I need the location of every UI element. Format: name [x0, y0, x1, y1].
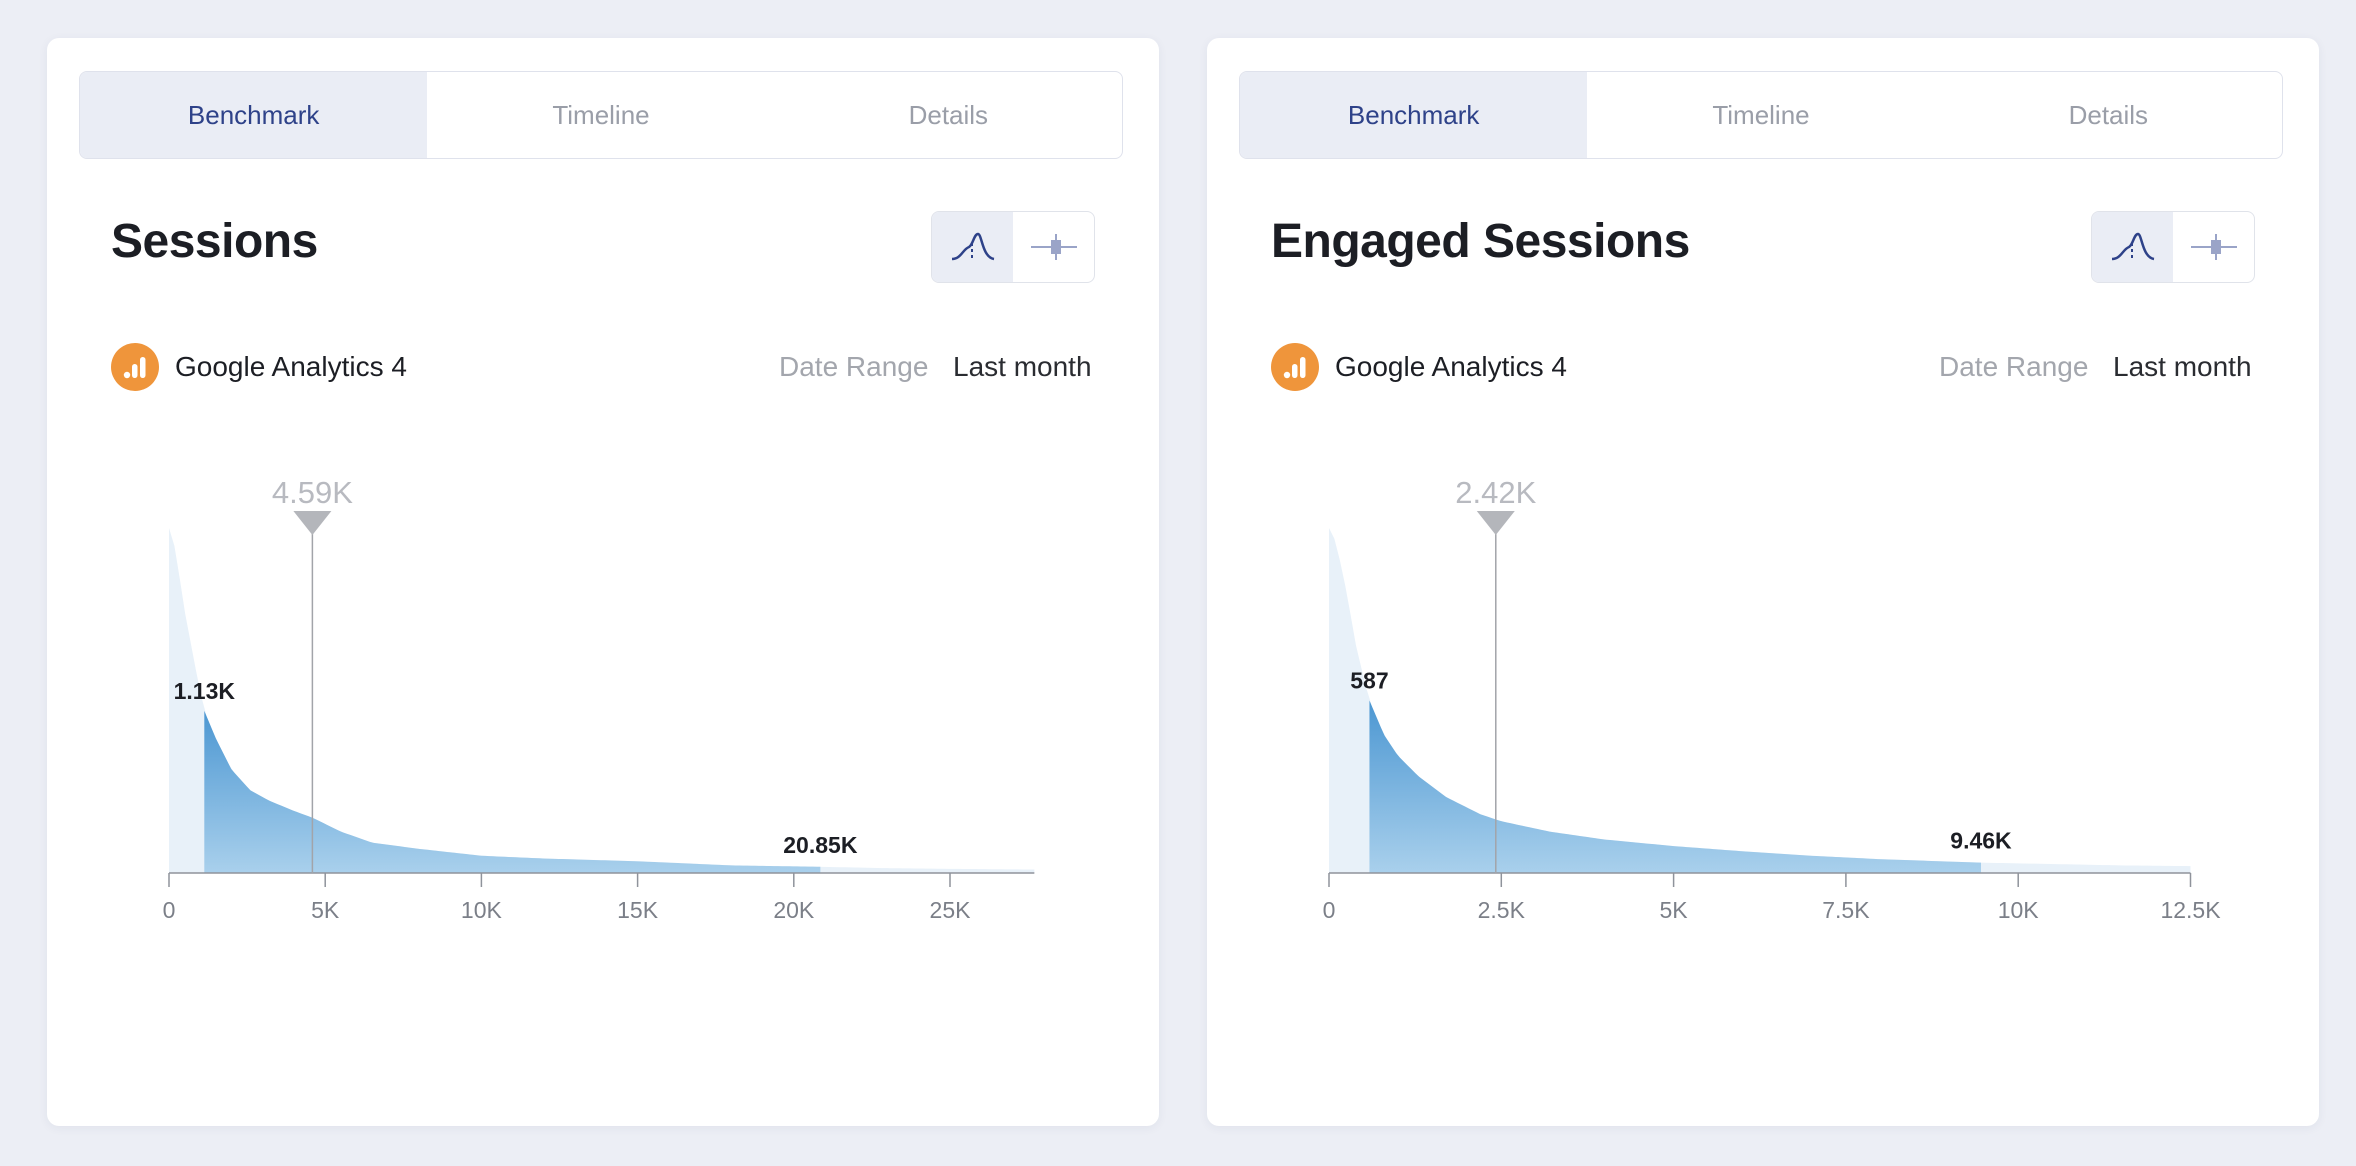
x-tick-label: 15K	[617, 897, 659, 923]
bar-chart-glyph-icon	[1283, 357, 1306, 379]
view-toggle	[2091, 211, 2255, 283]
tab-bar: Benchmark Timeline Details	[79, 71, 1123, 159]
x-tick-label: 7.5K	[1822, 897, 1870, 923]
x-tick-label: 10K	[461, 897, 503, 923]
band-low-label: 1.13K	[174, 678, 236, 704]
card-title: Engaged Sessions	[1271, 215, 1690, 268]
box-plot-icon	[1030, 234, 1077, 260]
x-tick-label: 5K	[1660, 897, 1689, 923]
x-tick-label: 25K	[930, 897, 972, 923]
data-source-label: Google Analytics 4	[175, 351, 407, 382]
interquartile-band-area	[1369, 700, 1981, 873]
x-tick-label: 0	[1323, 897, 1336, 923]
band-high-label: 20.85K	[783, 832, 858, 858]
sessions-distribution-chart: 0 5K 10K 15K 20K 25K 1.13K 20.85K 4.59K	[163, 475, 1035, 923]
box-plot-icon	[2190, 234, 2237, 260]
distribution-view-button[interactable]	[932, 212, 1013, 282]
bar-chart-glyph-icon	[123, 357, 146, 379]
x-tick-label: 5K	[311, 897, 340, 923]
tab-timeline[interactable]: Timeline	[552, 99, 650, 130]
box-plot-view-button[interactable]	[1013, 212, 1094, 282]
view-toggle	[931, 211, 1095, 283]
date-range-value[interactable]: Last month	[2113, 351, 2252, 382]
date-range-label: Date Range	[1939, 351, 2089, 382]
date-range-label: Date Range	[779, 351, 929, 382]
marker-value-label: 4.59K	[272, 475, 353, 510]
distribution-curve-icon	[2111, 232, 2154, 261]
engaged-sessions-card: Benchmark Timeline Details Engaged Sessi…	[1207, 38, 2319, 1126]
marker-value-label: 2.42K	[1455, 475, 1536, 510]
interquartile-band-area	[204, 710, 821, 873]
distribution-view-button[interactable]	[2092, 212, 2173, 282]
tab-timeline[interactable]: Timeline	[1712, 99, 1810, 130]
engaged-sessions-distribution-chart: 0 2.5K 5K 7.5K 10K 12.5K 587 9.46K 2.42K	[1323, 475, 2222, 923]
tab-details[interactable]: Details	[2068, 99, 2149, 130]
band-high-label: 9.46K	[1950, 828, 2012, 854]
marker-triangle	[1476, 511, 1515, 535]
marker-triangle	[293, 511, 332, 535]
card-title: Sessions	[111, 215, 318, 268]
x-tick-label: 0	[163, 897, 176, 923]
x-tick-label: 20K	[773, 897, 815, 923]
google-analytics-icon	[111, 343, 159, 391]
x-tick-label: 12.5K	[2160, 897, 2221, 923]
box-plot-view-button[interactable]	[2173, 212, 2254, 282]
data-source-label: Google Analytics 4	[1335, 351, 1567, 382]
sessions-card: Benchmark Timeline Details Sessions Goog…	[47, 38, 1159, 1126]
tab-benchmark[interactable]: Benchmark	[1240, 72, 1588, 158]
x-tick-label: 10K	[1998, 897, 2040, 923]
band-low-label: 587	[1350, 668, 1388, 694]
x-tick-label: 2.5K	[1478, 897, 1526, 923]
google-analytics-icon	[1271, 343, 1319, 391]
tab-bar: Benchmark Timeline Details	[1239, 71, 2283, 159]
date-range-value[interactable]: Last month	[953, 351, 1092, 382]
tab-details[interactable]: Details	[908, 99, 989, 130]
tab-benchmark[interactable]: Benchmark	[80, 72, 428, 158]
distribution-curve-icon	[951, 232, 994, 261]
